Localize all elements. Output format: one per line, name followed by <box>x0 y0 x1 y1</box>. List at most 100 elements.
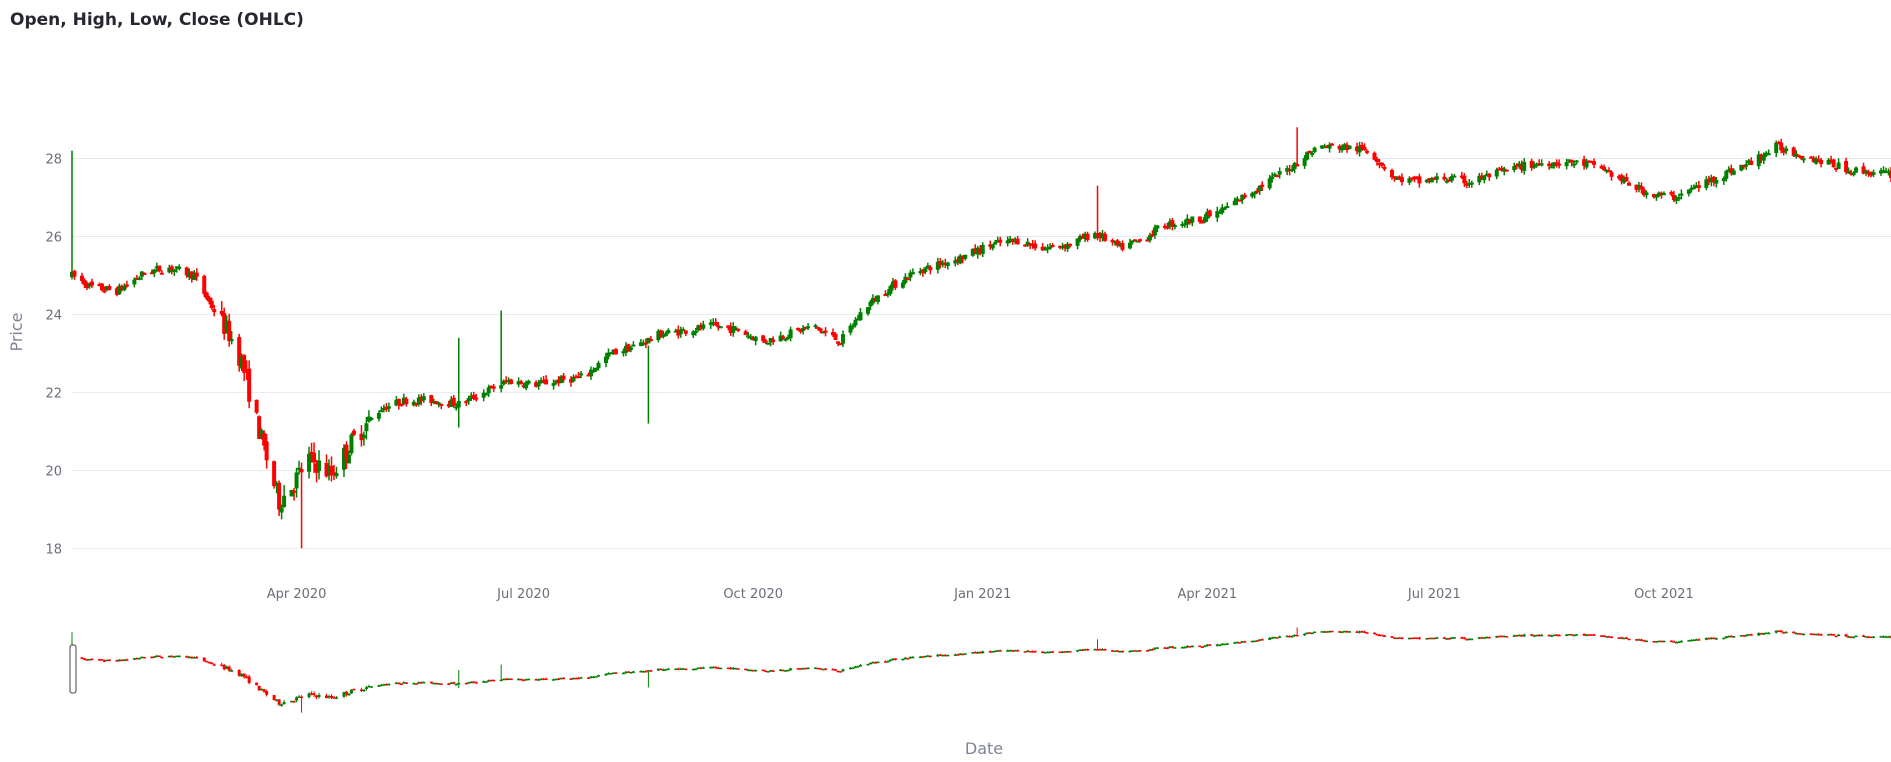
candle[interactable] <box>786 334 791 340</box>
candle[interactable] <box>1659 191 1664 199</box>
candle[interactable] <box>1836 158 1841 170</box>
candle[interactable] <box>282 485 287 508</box>
candle[interactable] <box>122 283 127 292</box>
candle[interactable] <box>1811 155 1816 163</box>
candle[interactable] <box>900 280 905 289</box>
candle[interactable] <box>908 269 913 282</box>
candle[interactable] <box>202 274 207 298</box>
candle[interactable] <box>1357 141 1362 157</box>
candle[interactable] <box>1766 149 1771 156</box>
candle[interactable] <box>1799 155 1804 160</box>
candle[interactable] <box>1257 185 1262 195</box>
candle[interactable] <box>841 330 846 348</box>
candle[interactable] <box>1744 160 1749 170</box>
candle[interactable] <box>1604 169 1609 174</box>
candle[interactable] <box>743 329 748 336</box>
candle[interactable] <box>648 336 653 342</box>
candle[interactable] <box>1063 243 1068 252</box>
candle[interactable] <box>299 462 304 549</box>
candle[interactable] <box>1305 151 1310 161</box>
candle[interactable] <box>1132 239 1137 242</box>
candle[interactable] <box>404 396 409 407</box>
candle[interactable] <box>1484 170 1489 177</box>
candle[interactable] <box>766 342 771 345</box>
candle[interactable] <box>142 272 147 275</box>
candle[interactable] <box>1215 206 1220 222</box>
candle[interactable] <box>1093 231 1098 240</box>
candle[interactable] <box>334 466 339 479</box>
candle[interactable] <box>1100 229 1105 242</box>
range-slider[interactable] <box>69 627 1891 713</box>
candle[interactable] <box>279 504 284 520</box>
candle[interactable] <box>1499 165 1504 172</box>
candle[interactable] <box>1846 167 1851 174</box>
candle[interactable] <box>696 324 701 332</box>
candle[interactable] <box>748 333 753 340</box>
candle[interactable] <box>1182 219 1187 228</box>
candle[interactable] <box>591 367 596 374</box>
candle[interactable] <box>1135 240 1140 243</box>
candle[interactable] <box>903 273 908 285</box>
candle[interactable] <box>351 428 356 437</box>
candle[interactable] <box>1622 175 1627 185</box>
candle[interactable] <box>801 325 806 335</box>
candle[interactable] <box>344 441 349 469</box>
candle[interactable] <box>1469 180 1474 188</box>
candle[interactable] <box>576 371 581 379</box>
candle[interactable] <box>264 434 269 469</box>
candle[interactable] <box>1539 159 1544 167</box>
candle[interactable] <box>1831 158 1836 168</box>
candle[interactable] <box>436 401 441 408</box>
candle[interactable] <box>376 410 381 422</box>
candle[interactable] <box>1819 157 1824 168</box>
candle[interactable] <box>935 257 940 274</box>
candle[interactable] <box>152 268 157 278</box>
candle[interactable] <box>1392 176 1397 182</box>
candle[interactable] <box>1512 162 1517 173</box>
candle[interactable] <box>1794 150 1799 159</box>
candle[interactable] <box>763 338 768 345</box>
candle[interactable] <box>1627 181 1632 186</box>
candle[interactable] <box>114 286 119 297</box>
candle[interactable] <box>521 383 526 389</box>
candle[interactable] <box>603 352 608 368</box>
candle[interactable] <box>1312 146 1317 154</box>
candle[interactable] <box>172 269 177 276</box>
candle[interactable] <box>1547 160 1552 170</box>
candle[interactable] <box>536 379 541 390</box>
candle[interactable] <box>277 480 282 517</box>
candle[interactable] <box>254 399 259 415</box>
candle[interactable] <box>1726 166 1731 173</box>
candle[interactable] <box>998 236 1003 247</box>
candle[interactable] <box>1170 218 1175 231</box>
candle[interactable] <box>539 377 544 384</box>
candle[interactable] <box>1068 243 1073 248</box>
candle[interactable] <box>821 331 826 334</box>
candle[interactable] <box>1167 218 1172 230</box>
candle[interactable] <box>1504 169 1509 172</box>
candle[interactable] <box>341 444 346 478</box>
candle[interactable] <box>79 272 84 284</box>
candle[interactable] <box>1607 167 1612 173</box>
range-slider-handle[interactable] <box>69 644 77 694</box>
candle[interactable] <box>731 322 736 337</box>
candle[interactable] <box>1519 160 1524 173</box>
candle[interactable] <box>1851 171 1856 177</box>
candle[interactable] <box>1295 127 1300 167</box>
candle[interactable] <box>242 354 247 382</box>
candle[interactable] <box>192 269 197 281</box>
candle[interactable] <box>289 489 294 497</box>
candle[interactable] <box>661 330 666 339</box>
candle[interactable] <box>970 248 975 257</box>
candle[interactable] <box>159 270 164 275</box>
candle[interactable] <box>1709 174 1714 187</box>
candle[interactable] <box>1162 223 1167 230</box>
candle[interactable] <box>783 338 788 342</box>
candle[interactable] <box>509 378 514 385</box>
candle[interactable] <box>813 323 818 329</box>
candle[interactable] <box>960 255 965 264</box>
candle[interactable] <box>975 245 980 259</box>
candle[interactable] <box>1150 230 1155 238</box>
candle[interactable] <box>1117 241 1122 248</box>
candle[interactable] <box>1741 164 1746 170</box>
